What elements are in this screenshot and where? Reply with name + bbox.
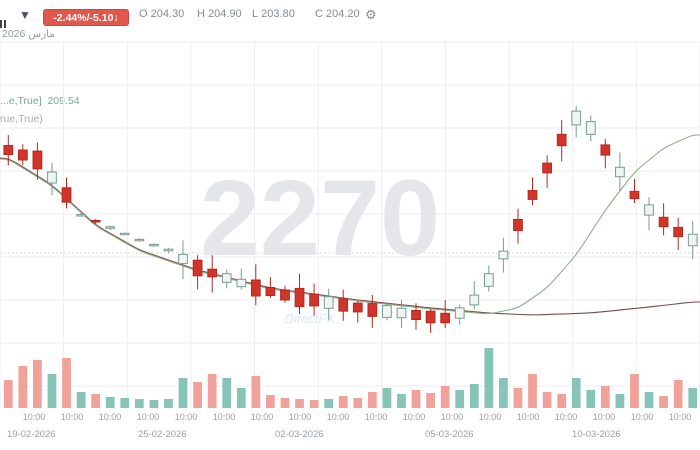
svg-text:2270: 2270 bbox=[200, 157, 440, 278]
